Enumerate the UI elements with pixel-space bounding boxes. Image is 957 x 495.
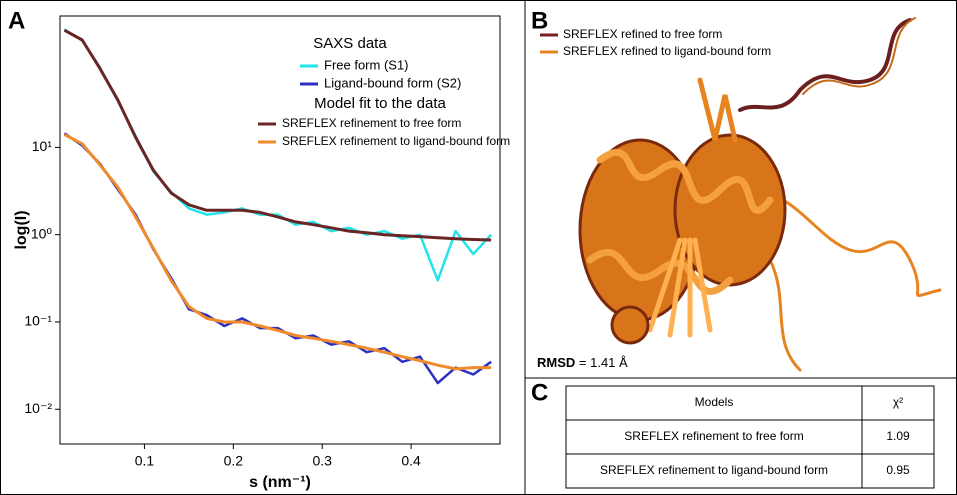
y-tick-label: 10⁻¹: [24, 313, 52, 329]
plot-frame: [59, 15, 501, 445]
helix: [596, 149, 774, 214]
legend-label: SREFLEX refined to free form: [563, 27, 722, 41]
legend-label: SREFLEX refined to ligand-bound form: [563, 44, 771, 58]
protein-structure: [578, 17, 942, 372]
panel-letter: A: [8, 7, 25, 34]
y-axis-label: log(I): [13, 210, 30, 249]
panel-letter: C: [531, 379, 548, 406]
table-header: Models: [695, 395, 734, 409]
x-tick-label: 0.3: [312, 453, 332, 469]
rmsd-value: = 1.41 Å: [575, 355, 628, 370]
y-tick-label: 10¹: [32, 138, 53, 154]
table-cell: SREFLEX refinement to ligand-bound form: [600, 463, 828, 477]
legend-title: SAXS data: [313, 35, 387, 52]
rmsd-label: RMSD: [537, 355, 575, 370]
loop: [768, 258, 802, 372]
table: [565, 385, 935, 489]
x-tick-label: 0.2: [224, 453, 244, 469]
table-frame: [565, 385, 935, 489]
legend-label: SREFLEX refinement to free form: [282, 116, 461, 130]
rmsd: RMSD = 1.41 Å: [537, 355, 628, 370]
table-cell: SREFLEX refinement to free form: [624, 429, 803, 443]
hairpin: [697, 77, 738, 143]
table-cell: 0.95: [886, 463, 910, 477]
domain: [673, 133, 787, 287]
table-header: χ²: [893, 395, 903, 409]
series-line: [63, 133, 492, 371]
x-tick-label: 0.1: [135, 453, 155, 469]
legend-label: Ligand-bound form (S2): [324, 75, 461, 90]
table-cell: 1.09: [886, 429, 910, 443]
tail: [802, 17, 916, 95]
series-line: [63, 28, 492, 242]
saxs-chart: 10⁻² 10⁻¹ 10⁰ 10¹ 0.1 0.2 0.3 0.4 s (nm⁻¹) log(I)…: [13, 15, 510, 491]
x-axis-label: s (nm⁻¹): [249, 474, 311, 491]
tail: [758, 188, 942, 297]
y-tick-label: 10⁻²: [24, 400, 52, 416]
helix-end: [610, 305, 650, 345]
legend-label: SREFLEX refinement to ligand-bound form: [282, 134, 510, 148]
legend-title: Model fit to the data: [314, 95, 446, 112]
y-tick-label: 10⁰: [31, 225, 53, 241]
sheet: [647, 237, 713, 338]
x-tick-label: 0.4: [401, 453, 421, 469]
tail: [738, 18, 912, 112]
panel-letter: B: [531, 7, 548, 34]
legend-label: Free form (S1): [324, 57, 409, 72]
